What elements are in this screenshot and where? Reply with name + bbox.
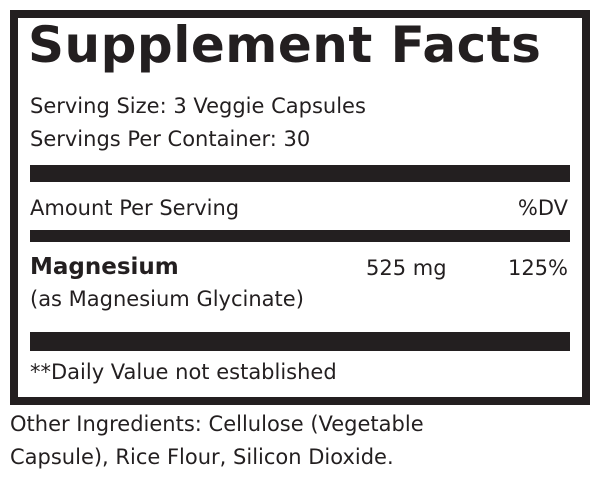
dv-header: %DV <box>517 196 568 220</box>
nutrient-amount: 525 mg <box>366 256 447 280</box>
divider-thick <box>30 332 570 351</box>
servings-per-container: Servings Per Container: 30 <box>30 127 311 151</box>
divider-medium <box>30 230 570 242</box>
panel-title: Supplement Facts <box>28 16 542 74</box>
nutrient-dv: 125% <box>507 256 568 280</box>
amount-per-serving-header: Amount Per Serving <box>30 196 240 220</box>
nutrient-source: (as Magnesium Glycinate) <box>30 287 304 311</box>
serving-size: Serving Size: 3 Veggie Capsules <box>30 94 366 118</box>
divider-thick <box>30 165 570 182</box>
other-ingredients-line-1: Other Ingredients: Cellulose (Vegetable <box>10 412 424 436</box>
nutrient-name: Magnesium <box>30 254 179 280</box>
other-ingredients-line-2: Capsule), Rice Flour, Silicon Dioxide. <box>10 445 394 469</box>
footnote: **Daily Value not established <box>30 360 337 384</box>
